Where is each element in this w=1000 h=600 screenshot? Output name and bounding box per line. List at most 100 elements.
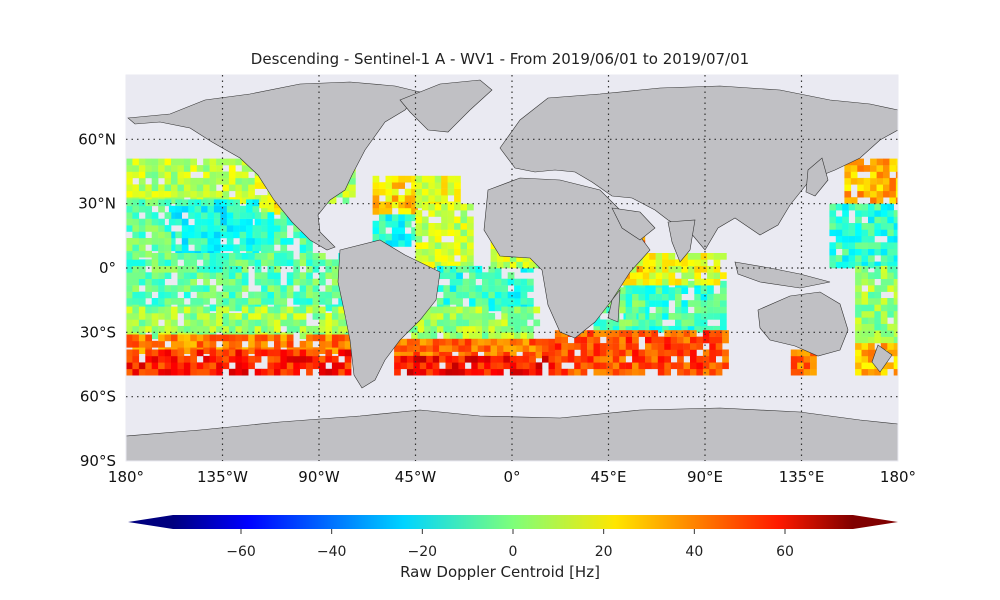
data-cell (632, 355, 639, 363)
data-cell (274, 325, 281, 333)
data-cell (183, 272, 191, 279)
data-cell (790, 368, 798, 376)
data-cell (151, 272, 159, 279)
data-cell (868, 248, 875, 256)
data-cell (880, 336, 888, 344)
data-cell (175, 231, 182, 239)
data-cell (655, 278, 663, 286)
data-cell (299, 362, 307, 370)
data-cell (554, 368, 562, 376)
data-cell (893, 278, 898, 286)
data-cell (151, 199, 159, 207)
data-cell (720, 319, 727, 327)
data-cell (267, 212, 275, 219)
data-cell (713, 306, 721, 314)
data-cell (642, 300, 650, 307)
data-cell (868, 278, 875, 286)
data-cell (177, 340, 185, 348)
data-cell (707, 306, 714, 314)
data-cell (690, 355, 697, 363)
data-cell (599, 349, 607, 357)
data-cell (394, 368, 401, 376)
data-cell (441, 175, 448, 183)
data-cell (522, 351, 530, 359)
data-cell (501, 278, 508, 286)
data-cell (683, 368, 691, 376)
data-cell (855, 291, 862, 299)
data-cell (181, 231, 189, 239)
data-cell (338, 313, 345, 320)
data-cell (649, 259, 656, 267)
data-cell (190, 259, 197, 267)
data-cell (267, 225, 275, 232)
data-cell (887, 265, 894, 273)
data-cell (514, 285, 521, 292)
lon-tick-label: 0° (503, 468, 520, 486)
data-cell (482, 291, 489, 299)
data-cell (261, 291, 268, 299)
data-cell (554, 330, 562, 337)
data-cell (126, 171, 133, 179)
data-cell (254, 355, 262, 363)
data-cell (880, 343, 888, 350)
data-cell (226, 205, 234, 213)
data-cell (280, 355, 288, 363)
data-cell (432, 362, 440, 370)
data-cell (411, 325, 418, 333)
data-cell (280, 306, 288, 314)
data-cell (325, 340, 333, 348)
data-cell (675, 319, 682, 327)
data-cell (241, 184, 249, 192)
data-cell (507, 325, 515, 333)
data-cell (533, 306, 541, 314)
data-cell (670, 343, 678, 350)
data-cell (887, 304, 894, 312)
data-cell (338, 319, 345, 327)
data-cell (138, 165, 146, 172)
data-cell (458, 355, 466, 363)
data-cell (280, 340, 288, 348)
data-cell (629, 278, 637, 286)
data-cell (267, 218, 275, 226)
data-cell (441, 216, 448, 224)
data-cell (261, 253, 268, 260)
data-cell (880, 255, 888, 262)
data-cell (203, 355, 210, 363)
data-cell (434, 242, 442, 249)
data-cell (454, 242, 461, 249)
data-cell (158, 313, 165, 320)
data-cell (696, 336, 704, 344)
data-cell (887, 330, 894, 337)
data-cell (456, 332, 463, 339)
data-cell (331, 340, 339, 348)
data-cell (494, 272, 502, 279)
data-cell (696, 362, 704, 370)
data-cell (662, 253, 669, 260)
data-cell (158, 205, 165, 213)
data-cell (490, 338, 498, 346)
data-cell (861, 248, 869, 256)
data-cell (441, 242, 448, 249)
data-cell (619, 300, 626, 307)
data-cell (239, 212, 247, 219)
data-cell (413, 368, 421, 376)
data-cell (138, 231, 146, 239)
data-cell (164, 362, 172, 370)
data-cell (126, 368, 133, 376)
data-cell (325, 334, 333, 342)
data-cell (475, 291, 483, 299)
data-cell (868, 304, 875, 312)
data-cell (252, 199, 260, 207)
data-cell (855, 255, 862, 262)
data-cell (522, 368, 530, 376)
data-cell (810, 362, 817, 370)
data-cell (868, 203, 875, 211)
data-cell (222, 272, 230, 279)
data-cell (497, 351, 504, 359)
data-cell (883, 171, 890, 179)
data-cell (713, 325, 721, 333)
data-cell (241, 177, 249, 185)
data-cell (415, 201, 423, 209)
data-cell (207, 199, 215, 207)
data-cell (454, 188, 461, 196)
